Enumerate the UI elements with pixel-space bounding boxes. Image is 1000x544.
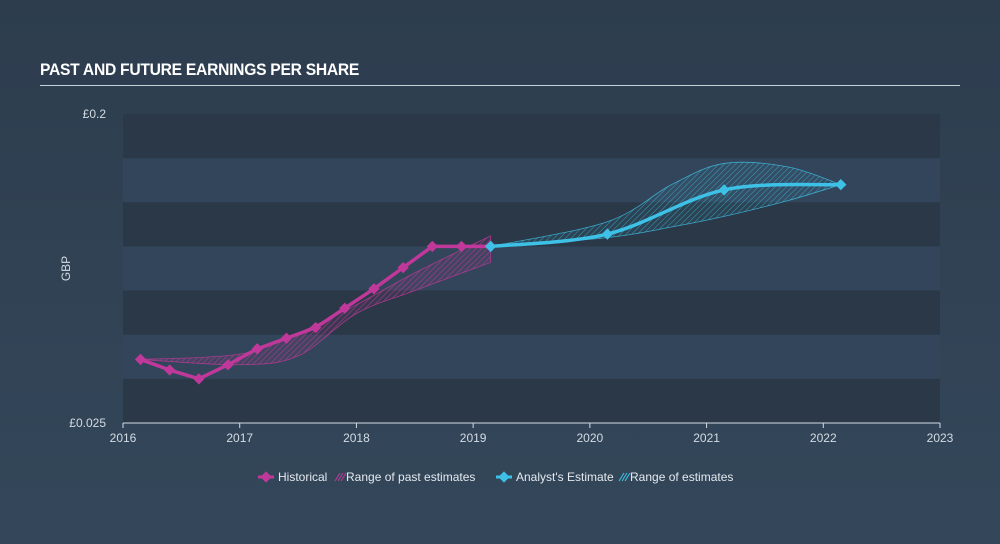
legend-marker: [260, 471, 272, 483]
legend-label: Range of past estimates: [346, 470, 475, 484]
x-tick-label: 2019: [460, 431, 487, 445]
legend-hatch-swatch: [337, 472, 344, 482]
x-tick-label: 2016: [110, 431, 137, 445]
legend-marker: [498, 471, 510, 483]
series-points: [134, 178, 847, 385]
legend: Historical Range of past estimates Analyst…: [258, 470, 733, 484]
historical-point: [368, 283, 380, 295]
x-tick-label: 2018: [343, 431, 370, 445]
legend-hatch-swatch: [624, 472, 631, 482]
legend-hatch-swatch: [621, 472, 628, 482]
historical-point: [251, 343, 263, 355]
chart-title: PAST AND FUTURE EARNINGS PER SHARE: [40, 60, 360, 79]
y-tick-label: £0.2: [83, 107, 107, 121]
legend-hatch-swatch: [618, 472, 625, 482]
x-tick-label: 2020: [577, 431, 604, 445]
legend-hatch-swatch: [334, 472, 341, 482]
historical-point: [455, 240, 468, 253]
y-axis-label: GBP: [59, 256, 73, 281]
grid-band: [123, 290, 940, 336]
historical-point: [397, 261, 409, 274]
x-tick-label: 2023: [927, 431, 954, 445]
grid-band: [123, 114, 940, 159]
estimate-point: [484, 240, 497, 253]
x-tick-label: 2022: [810, 431, 837, 445]
x-axis: 2016 2017 2018 2019 2020 2021 2022 2023: [110, 422, 954, 445]
estimate-line: [488, 182, 843, 249]
historical-point: [193, 373, 205, 385]
y-axis: £0.2 £0.025 GBP: [59, 107, 106, 430]
estimate-point: [601, 228, 614, 240]
historical-point: [309, 321, 322, 334]
grid-band: [123, 378, 940, 424]
x-tick-label: 2021: [693, 431, 720, 445]
historical-point: [280, 332, 293, 344]
legend-label: Analyst's Estimate: [516, 470, 614, 484]
legend-label: Range of estimates: [630, 470, 733, 484]
grid-bands: [123, 114, 940, 424]
historical-point: [134, 353, 147, 366]
legend-hatch-swatch: [340, 472, 347, 482]
historical-point: [339, 302, 351, 314]
grid-band: [123, 246, 940, 292]
historical-point: [426, 240, 438, 253]
x-tick-label: 2017: [226, 431, 253, 445]
estimate-point: [718, 184, 730, 196]
estimate-point: [835, 178, 847, 191]
legend-label: Historical: [278, 470, 327, 484]
historical-point: [164, 364, 176, 376]
historical-point: [222, 359, 234, 371]
y-tick-label: £0.025: [69, 416, 106, 430]
title-divider: [40, 85, 960, 86]
